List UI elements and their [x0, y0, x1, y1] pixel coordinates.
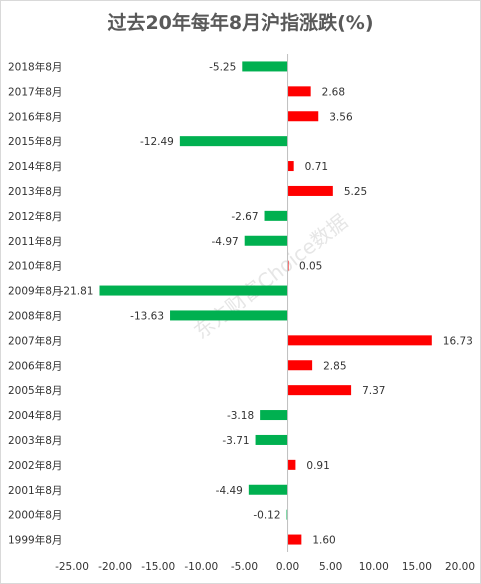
x-tick-label: -5.00: [231, 561, 258, 573]
category-label: 2011年8月: [8, 235, 62, 248]
value-label: 0.05: [299, 261, 322, 273]
value-label: -13.63: [130, 310, 164, 322]
category-label: 2012年8月: [8, 210, 62, 223]
bar: [287, 185, 333, 196]
value-label: -4.97: [212, 236, 239, 248]
value-label: 16.73: [443, 335, 473, 347]
x-tick-label: -25.00: [55, 561, 89, 573]
category-label: 2017年8月: [8, 85, 62, 98]
value-label: 5.25: [344, 186, 367, 198]
category-label: 2015年8月: [8, 135, 62, 148]
value-label: -4.49: [216, 485, 243, 497]
category-label: 1999年8月: [8, 534, 62, 547]
bar: [287, 335, 432, 346]
value-label: -3.18: [227, 410, 254, 422]
category-label: 2013年8月: [8, 185, 62, 198]
category-label: 2005年8月: [8, 384, 62, 397]
bar: [242, 61, 288, 72]
bar: [287, 459, 296, 470]
bar: [287, 360, 313, 371]
bar: [99, 285, 288, 296]
value-label: 0.91: [306, 460, 329, 472]
chart-title: 过去20年每年8月沪指涨跌(%): [107, 12, 374, 34]
value-label: 0.71: [305, 161, 328, 173]
x-tick-label: -15.00: [141, 561, 175, 573]
category-label: 2004年8月: [8, 409, 62, 422]
bar: [179, 136, 288, 147]
bar: [287, 385, 352, 396]
category-label: 2003年8月: [8, 434, 62, 447]
category-label: 2006年8月: [8, 359, 62, 372]
value-label: 1.60: [312, 535, 335, 547]
bar: [287, 534, 302, 545]
x-tick-label: 10.00: [359, 561, 389, 573]
value-label: -3.71: [222, 435, 249, 447]
value-label: -2.67: [231, 211, 258, 223]
category-label: 2010年8月: [8, 260, 62, 273]
category-label: 2002年8月: [8, 459, 62, 472]
category-label: 2016年8月: [8, 110, 62, 123]
category-label: 2014年8月: [8, 160, 62, 173]
bar: [287, 161, 294, 172]
bar: [260, 410, 288, 421]
bar: [255, 434, 288, 445]
value-label: 7.37: [362, 385, 385, 397]
value-label: -0.12: [253, 510, 280, 522]
x-tick-label: 20.00: [445, 561, 475, 573]
x-tick-label: 0.00: [276, 561, 299, 573]
bar: [244, 235, 288, 246]
bar: [287, 111, 319, 122]
category-label: 2009年8月: [8, 285, 62, 298]
bar: [248, 484, 288, 495]
bar: [287, 86, 311, 97]
bar: [170, 310, 288, 321]
value-label: 3.56: [329, 111, 353, 123]
x-tick-label: -10.00: [184, 561, 218, 573]
category-label: 2018年8月: [8, 60, 62, 73]
value-label: 2.85: [323, 360, 346, 372]
value-label: -12.49: [140, 136, 174, 148]
value-label: -5.25: [209, 61, 236, 73]
watermark: 东方财富Choice数据: [189, 209, 352, 343]
category-label: 2000年8月: [8, 509, 62, 522]
category-label: 2001年8月: [8, 484, 62, 497]
bar: [264, 210, 288, 221]
value-label: -21.81: [60, 286, 94, 298]
x-tick-label: -20.00: [98, 561, 132, 573]
value-label: 2.68: [322, 86, 345, 98]
x-tick-label: 5.00: [319, 561, 342, 573]
category-label: 2007年8月: [8, 334, 62, 347]
x-tick-label: 15.00: [402, 561, 432, 573]
category-label: 2008年8月: [8, 309, 62, 322]
bar: [286, 509, 288, 520]
